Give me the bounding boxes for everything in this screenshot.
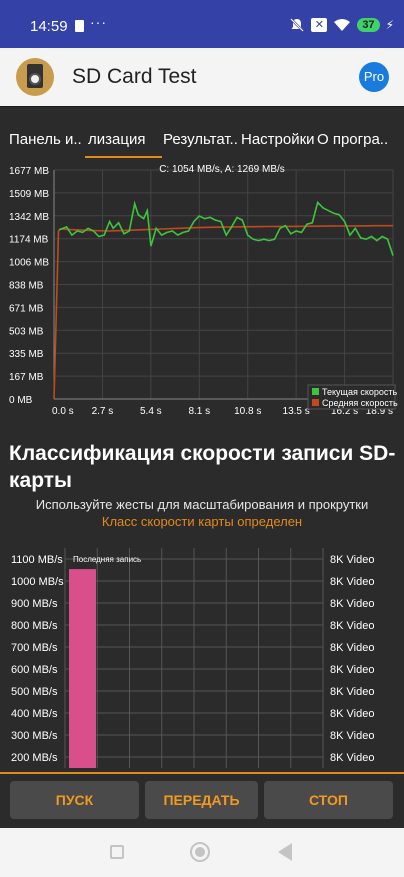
class-label: 8K Video (330, 708, 374, 720)
y-tick-label: 167 MB (9, 372, 44, 383)
speed-line-chart[interactable]: 1677 MB 1509 MB 1342 MB 1174 MB 1006 MB 838 M… (0, 158, 404, 420)
gesture-hint: Используйте жесты для масштабирования и … (35, 497, 369, 512)
chart-title: C: 1054 MB/s, A: 1269 MB/s (159, 164, 285, 175)
y-tick-label: 1174 MB (9, 235, 49, 246)
active-tab-indicator (85, 156, 162, 159)
bar-label: Последняя запись (73, 555, 141, 564)
current-speed-line (59, 200, 394, 256)
status-time: 14:59 (30, 18, 68, 35)
tab-visualization[interactable]: лизация (88, 131, 146, 148)
average-speed-line (53, 224, 393, 400)
y-tick-label: 700 MB/s (11, 642, 58, 654)
classification-bar-chart[interactable]: 1100 MB/s 8K Video 1000 MB/s 8K Video 900 MB… (0, 540, 404, 772)
x-tick-label: 18.9 s (366, 406, 393, 417)
tab-bar: Панель и.. лизация Результат.. Настройки… (0, 106, 404, 159)
section-heading: Классификация скорости записи SD-карты (9, 442, 396, 492)
class-label: 8K Video (330, 642, 374, 654)
tab-settings[interactable]: Настройки (241, 131, 315, 148)
y-tick-label: 600 MB/s (11, 664, 58, 676)
more-notifications-icon: ··· (90, 14, 107, 30)
legend-average: Средняя скорость (322, 398, 398, 408)
x-tick-label: 8.1 s (188, 406, 210, 417)
x-tick-label: 2.7 s (92, 406, 114, 417)
class-label: 8K Video (330, 576, 374, 588)
y-tick-label: 838 MB (9, 281, 44, 292)
y-tick-label: 200 MB/s (11, 752, 58, 764)
y-tick-label: 335 MB (9, 349, 44, 360)
class-label: 8K Video (330, 730, 374, 742)
y-tick-label: 1677 MB (9, 166, 49, 177)
x-tick-label: 5.4 s (140, 406, 162, 417)
legend-swatch-average (312, 399, 319, 406)
class-label: 8K Video (330, 686, 374, 698)
mute-icon (290, 18, 305, 32)
y-tick-label: 800 MB/s (11, 620, 58, 632)
charging-icon: ⚡ (385, 18, 394, 32)
tab-dashboard[interactable]: Панель и.. (9, 131, 82, 148)
y-tick-label: 500 MB/s (11, 686, 58, 698)
x-tick-label: 16.2 s (331, 406, 358, 417)
y-tick-label: 671 MB (9, 303, 44, 314)
y-tick-label: 400 MB/s (11, 708, 58, 720)
class-label: 8K Video (330, 664, 374, 676)
sd-card-icon (75, 20, 84, 32)
y-tick-label: 1000 MB/s (11, 576, 64, 588)
share-button[interactable]: ПЕРЕДАТЬ (145, 781, 258, 819)
recent-apps-icon[interactable] (110, 845, 124, 859)
class-label: 8K Video (330, 620, 374, 632)
class-label: 8K Video (330, 598, 374, 610)
last-write-bar (69, 569, 96, 768)
home-icon[interactable] (190, 842, 210, 862)
class-label: 8K Video (330, 554, 374, 566)
app-logo-icon (16, 58, 54, 96)
x-notification-icon: ✕ (311, 18, 328, 32)
wifi-icon (334, 19, 351, 31)
x-tick-label: 0.0 s (52, 406, 74, 417)
class-label: 8K Video (330, 752, 374, 764)
start-button[interactable]: ПУСК (10, 781, 139, 819)
y-tick-label: 900 MB/s (11, 598, 58, 610)
system-nav-bar (0, 828, 404, 877)
battery-indicator: 37 (357, 18, 380, 32)
y-tick-label: 0 MB (9, 395, 33, 406)
x-tick-label: 13.5 s (283, 406, 310, 417)
stop-button[interactable]: СТОП (264, 781, 393, 819)
y-tick-label: 1342 MB (9, 212, 49, 223)
status-icons: ✕ 37 ⚡ (289, 17, 394, 33)
back-icon[interactable] (278, 843, 292, 861)
legend-swatch-current (312, 388, 319, 395)
app-bar: SD Card Test Pro (0, 48, 404, 106)
x-tick-label: 10.8 s (234, 406, 261, 417)
pro-button[interactable]: Pro (359, 62, 389, 92)
status-bar: 14:59 ··· ✕ 37 ⚡ (0, 0, 404, 48)
y-tick-label: 1100 MB/s (11, 554, 63, 566)
app-title: SD Card Test (72, 65, 197, 88)
y-tick-label: 300 MB/s (11, 730, 58, 742)
tab-about[interactable]: О програ.. (317, 131, 389, 148)
classification-status: Класс скорости карты определен (101, 514, 303, 529)
y-tick-label: 503 MB (9, 326, 44, 337)
y-tick-label: 1006 MB (9, 258, 49, 269)
tab-results[interactable]: Результат.. (163, 131, 238, 148)
legend-current: Текущая скорость (322, 387, 397, 397)
action-bar: ПУСК ПЕРЕДАТЬ СТОП (0, 772, 404, 828)
y-tick-label: 1509 MB (9, 189, 49, 200)
chart-legend: Текущая скорость Средняя скорость (307, 384, 398, 410)
